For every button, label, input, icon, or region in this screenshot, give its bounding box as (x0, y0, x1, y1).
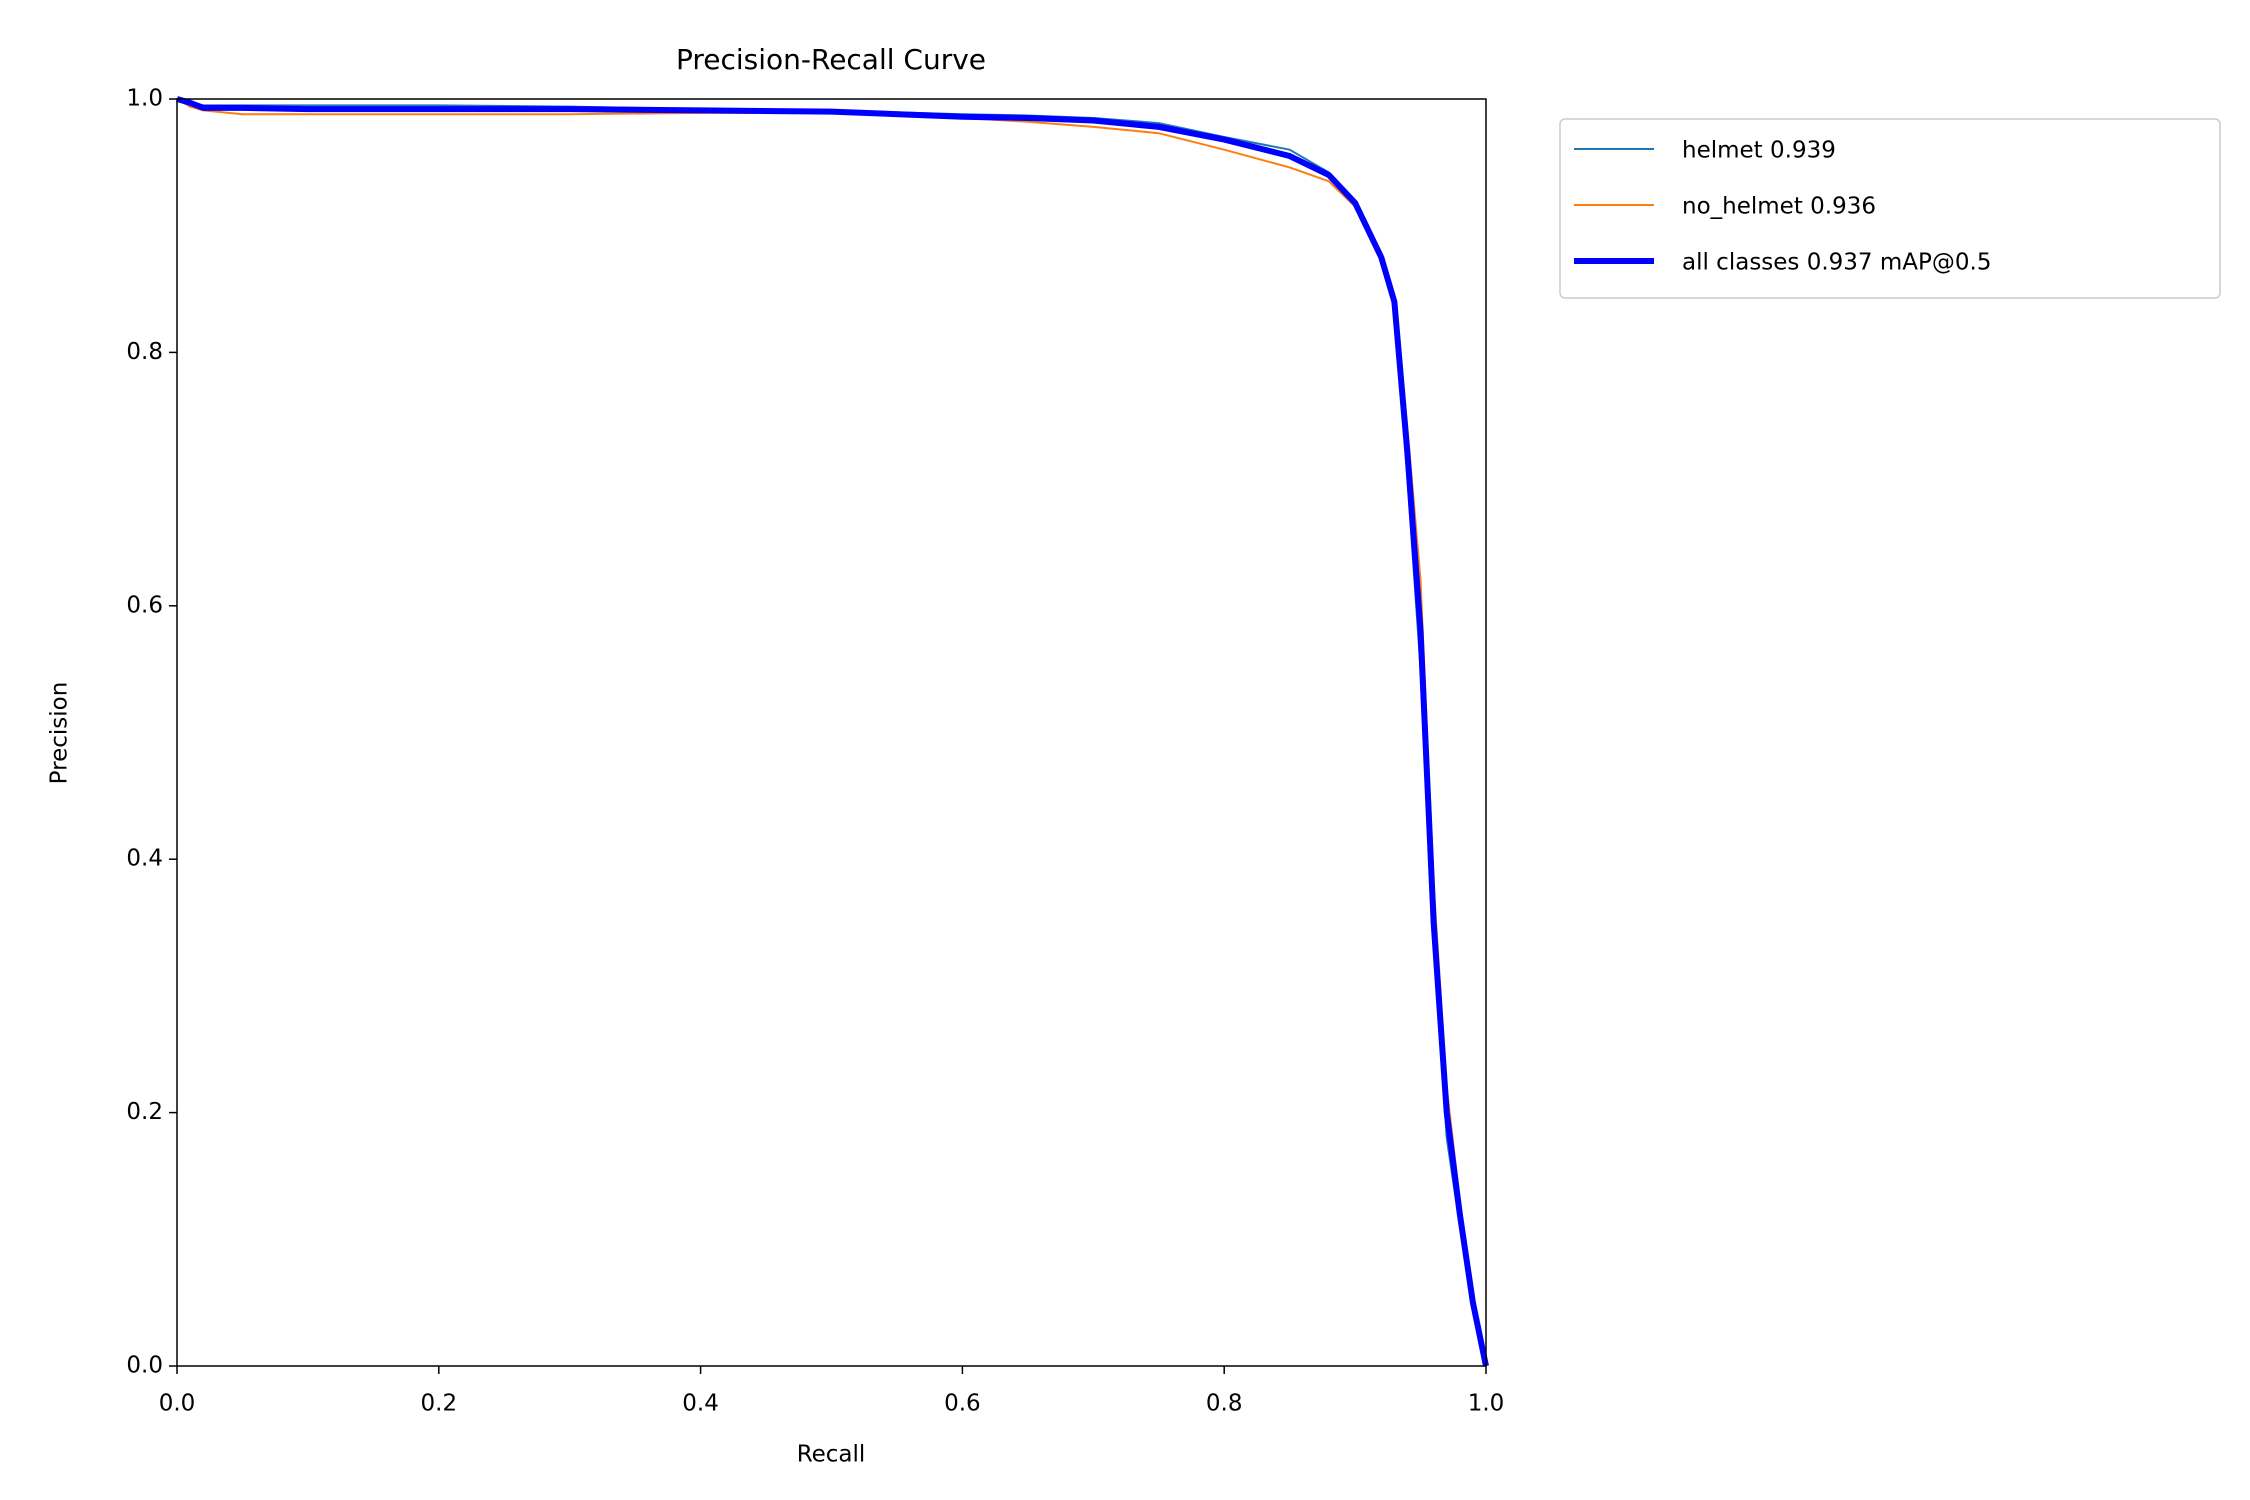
x-tick-label: 0.8 (1206, 1391, 1243, 1417)
x-axis-label: Recall (797, 1442, 866, 1468)
y-tick-label: 0.4 (126, 846, 163, 872)
y-tick-label: 0.0 (126, 1353, 163, 1379)
legend-label: all classes 0.937 mAP@0.5 (1682, 250, 1991, 276)
series-line (176, 96, 1489, 1367)
legend-box (1559, 118, 2221, 299)
x-tick-label: 0.2 (421, 1391, 458, 1417)
y-tick-label: 1.0 (126, 86, 163, 112)
y-tick-label: 0.8 (126, 339, 163, 365)
x-tick-label: 0.0 (159, 1391, 196, 1417)
y-tick-label: 0.6 (126, 592, 163, 618)
x-tick-label: 1.0 (1468, 1391, 1505, 1417)
plot-frame (176, 98, 1487, 1367)
chart-title: Precision-Recall Curve (676, 43, 986, 76)
x-tick-label: 0.4 (682, 1391, 719, 1417)
legend-label: no_helmet 0.936 (1682, 194, 1876, 220)
y-axis-label: Precision (47, 682, 73, 785)
legend-label: helmet 0.939 (1682, 138, 1836, 164)
x-tick-label: 0.6 (944, 1391, 981, 1417)
y-tick-label: 0.2 (126, 1099, 163, 1125)
